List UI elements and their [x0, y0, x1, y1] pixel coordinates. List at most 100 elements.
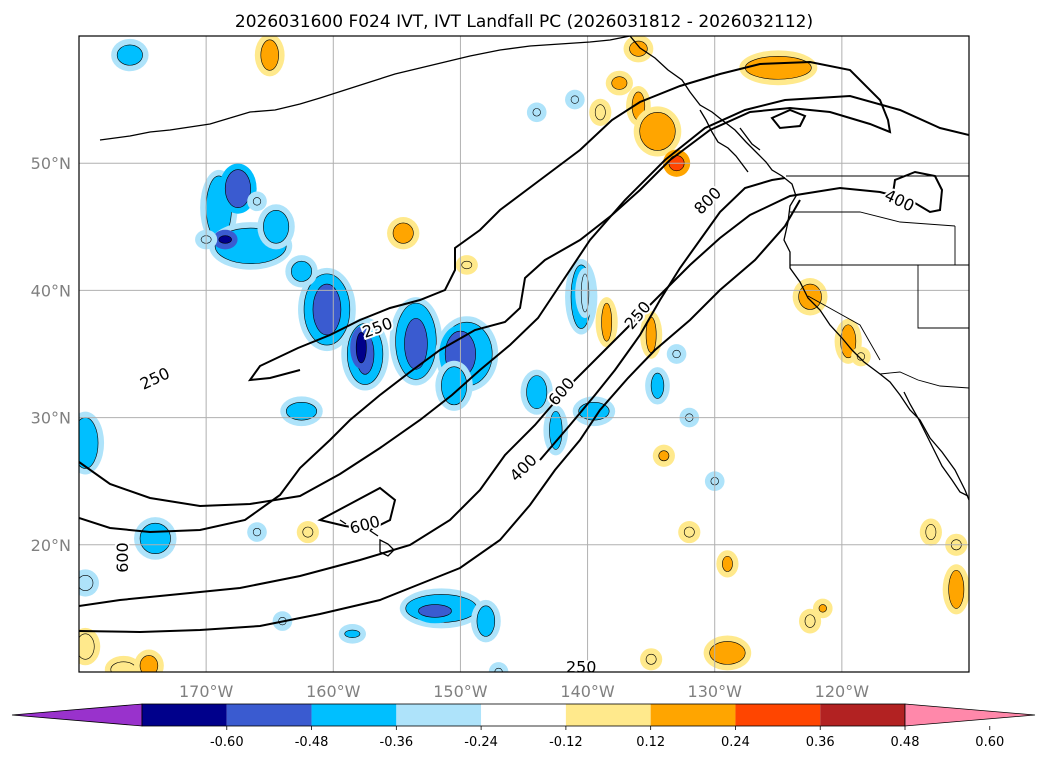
pc-feature [549, 410, 563, 450]
ivt-contour-400 [79, 170, 944, 607]
pc-feature [291, 260, 312, 282]
pc-feature [494, 667, 503, 672]
colorbar-bin [481, 704, 566, 726]
coastlines [99, 36, 969, 557]
y-tick-label: 30°N [31, 409, 71, 428]
x-tick-label: 150°W [433, 682, 488, 701]
pc-feature [804, 614, 816, 628]
pc-feature [302, 526, 314, 538]
colorbar-bin [396, 704, 482, 726]
pc-feature-halo [488, 662, 509, 672]
pc-feature [925, 524, 937, 541]
y-tick-label: 50°N [31, 154, 71, 173]
us-state-lines [790, 211, 969, 361]
pc-feature [139, 655, 159, 672]
ivt-contour-600-west [317, 486, 397, 532]
pc-feature [639, 112, 676, 151]
pc-feature [683, 526, 695, 538]
pc-feature [116, 44, 143, 66]
pc-feature [526, 375, 548, 409]
colorbar-tick-label: 0.60 [975, 735, 1004, 750]
pc-feature [285, 402, 318, 421]
colorbar-extend-min [11, 703, 143, 727]
ivt-contour-250-outer [79, 94, 969, 508]
colorbar-tick-label: -0.36 [380, 735, 414, 750]
pc-feature [461, 260, 473, 270]
pc-feature [139, 522, 171, 555]
y-tick-label: 40°N [31, 281, 71, 300]
x-tick-label: 140°W [560, 682, 615, 701]
coastline-north-america [629, 36, 969, 501]
contour-label: 600 [113, 542, 132, 573]
colorbar-bin [565, 704, 651, 726]
pc-feature [580, 273, 590, 313]
ivt-contour-250-small-loop [770, 108, 807, 130]
coastline-alaska [229, 36, 631, 119]
plot-frame [78, 35, 970, 673]
y-tick-label: 20°N [31, 536, 71, 555]
x-tick-label: 170°W [179, 682, 234, 701]
coastline-baja [903, 391, 969, 497]
x-axis-ticks: 170°W 160°W 150°W 140°W 130°W 120°W [179, 682, 869, 701]
x-tick-label: 160°W [306, 682, 361, 701]
colorbar-tick-label: 0.48 [891, 735, 920, 750]
pc-feature [263, 209, 290, 244]
political-borders [786, 175, 969, 389]
colorbar-bin [650, 704, 736, 726]
hawaii-islands [339, 519, 395, 557]
pc-feature [948, 569, 965, 609]
coastline-bc-islands [699, 109, 761, 173]
pc-feature [744, 56, 812, 80]
pc-feature [79, 417, 99, 469]
colorbar-tick-label: -0.12 [549, 735, 583, 750]
colorbar-tick-label: 0.36 [806, 735, 835, 750]
pc-feature [355, 332, 367, 364]
pc-feature [260, 39, 279, 71]
colorbar-extend-max [904, 703, 1036, 727]
pc-feature [594, 104, 606, 121]
colorbar-tick-label: 0.12 [636, 735, 665, 750]
pc-feature [404, 318, 428, 370]
pc-feature [722, 555, 733, 572]
pc-feature [601, 302, 613, 342]
ivt-contour-800 [539, 177, 786, 461]
pc-feature [818, 604, 827, 613]
pc-feature [629, 40, 648, 57]
colorbar-bin [226, 704, 312, 726]
pc-feature [79, 575, 94, 591]
chart-title: 2026031600 F024 IVT, IVT Landfall PC (20… [235, 12, 813, 32]
coastline-aleutians [99, 117, 231, 141]
pc-feature [611, 76, 628, 90]
ivt-contours [79, 60, 969, 634]
colorbar-bin [735, 704, 821, 726]
pc-feature [392, 222, 414, 244]
pc-feature [645, 653, 657, 665]
y-axis-ticks: 20°N 30°N 40°N 50°N [31, 154, 71, 555]
pc-feature [476, 605, 496, 637]
pc-feature [252, 527, 262, 537]
x-tick-label: 120°W [815, 682, 870, 701]
colorbar-bin [142, 704, 227, 726]
pc-feature [856, 352, 866, 361]
pc-feature [672, 349, 681, 359]
ivt-contour-600 [79, 199, 801, 634]
pc-feature [252, 197, 262, 206]
plot-background [79, 36, 969, 672]
colorbar-bin [311, 704, 397, 726]
pc-feature [224, 169, 251, 209]
pc-feature [709, 641, 746, 665]
pc-feature [532, 108, 541, 117]
colorbar-tick-label: 0.24 [721, 735, 750, 750]
pc-feature [658, 450, 670, 462]
colorbar-bin [820, 704, 905, 726]
pc-feature [110, 661, 137, 672]
pc-feature [218, 235, 232, 244]
us-mexico-border [879, 371, 969, 389]
ivt-contour-250-inner [79, 60, 892, 534]
colorbar-tick-label: -0.48 [295, 735, 329, 750]
pc-feature [344, 629, 361, 638]
pc-feature [650, 372, 665, 399]
colorbar-tick-label: -0.60 [210, 735, 244, 750]
